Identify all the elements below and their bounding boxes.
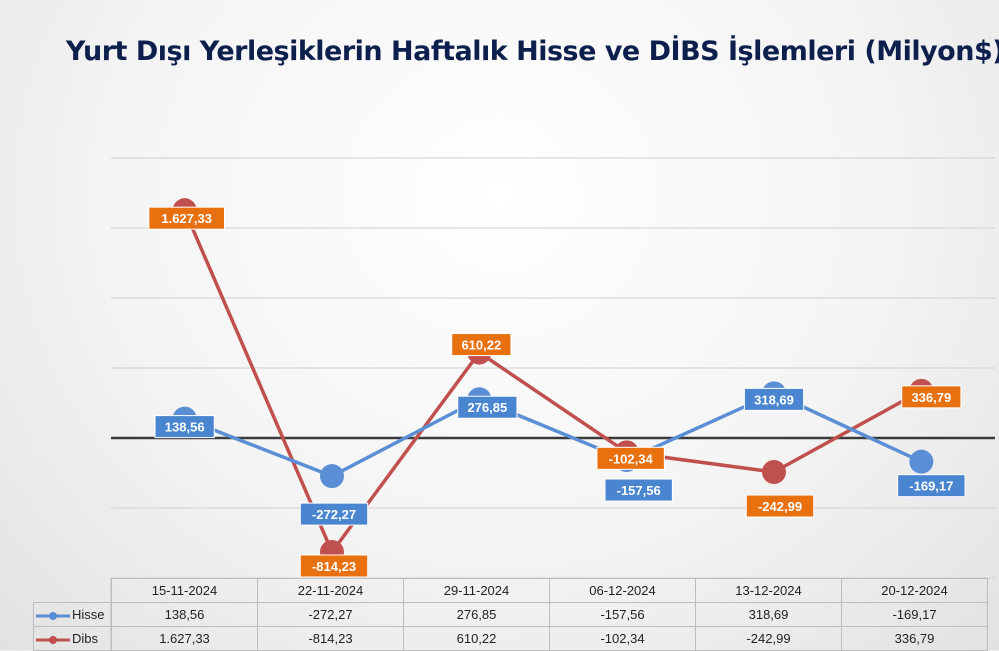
data-label-hisse: 276,85 [457, 395, 518, 419]
table-cell: -242,99 [695, 626, 842, 651]
table-cell: 276,85 [403, 602, 550, 627]
data-label-hisse: 318,69 [743, 387, 805, 411]
data-label-box [457, 395, 518, 419]
table-cell: -272,27 [257, 602, 404, 627]
data-label-hisse: 138,56 [154, 415, 215, 439]
legend-entry-hisse: Hisse [33, 602, 112, 627]
data-point-hisse [909, 449, 934, 474]
category-label: 13-12-2024 [695, 578, 842, 603]
table-cell: 1.627,33 [111, 626, 258, 651]
data-label-dibs: -102,34 [596, 446, 665, 470]
series-name: Dibs [72, 631, 99, 646]
data-label-box [451, 333, 512, 357]
table-cell: -157,56 [549, 602, 696, 627]
data-point-hisse [320, 464, 344, 489]
data-label-dibs: 1.627,33 [148, 206, 225, 230]
table-corner [33, 578, 112, 603]
table-row-hisse: Hisse 138,56 -272,27 276,85 -157,56 318,… [33, 602, 988, 627]
series-name: Hisse [72, 607, 105, 622]
data-label-text: 318,69 [754, 392, 794, 407]
data-label-dibs: -814,23 [299, 554, 369, 578]
table-cell: 336,79 [841, 626, 988, 651]
series-points [172, 198, 934, 564]
data-label-dibs: 336,79 [901, 385, 962, 409]
dibs-legend-marker [36, 635, 70, 644]
data-label-dibs: -242,99 [745, 494, 815, 518]
data-label-text: 336,79 [911, 390, 951, 405]
table-header-row: 15-11-2024 22-11-2024 29-11-2024 06-12-2… [33, 578, 988, 603]
chart-title: Yurt Dışı Yerleşiklerin Haftalık Hisse v… [65, 36, 999, 67]
data-label-text: 138,56 [165, 420, 205, 435]
data-label-box [901, 385, 962, 409]
data-label-box [299, 502, 369, 526]
data-labels: 138,56 -272,27 276,85 -157,56 318,69 -169,17 1… [148, 206, 966, 578]
data-label-text: -814,23 [312, 559, 356, 574]
data-label-text: 610,22 [461, 338, 501, 353]
data-label-box [148, 206, 225, 230]
category-label: 29-11-2024 [403, 578, 550, 603]
category-label: 20-12-2024 [841, 578, 988, 603]
data-label-box [596, 446, 665, 470]
data-label-text: -102,34 [609, 451, 654, 466]
data-table: 15-11-2024 22-11-2024 29-11-2024 06-12-2… [33, 578, 988, 651]
data-label-hisse: -272,27 [299, 502, 369, 526]
data-label-hisse: -169,17 [897, 474, 966, 498]
data-label-box [299, 554, 369, 578]
table-row-dibs: Dibs 1.627,33 -814,23 610,22 -102,34 -24… [33, 626, 988, 651]
table-cell: 318,69 [695, 602, 842, 627]
category-label: 06-12-2024 [549, 578, 696, 603]
data-label-box [154, 415, 215, 439]
data-label-text: 276,85 [467, 400, 507, 415]
data-label-box [743, 387, 805, 411]
table-cell: 138,56 [111, 602, 258, 627]
table-cell: 610,22 [403, 626, 550, 651]
table-cell: -814,23 [257, 626, 404, 651]
category-label: 15-11-2024 [111, 578, 258, 603]
data-label-text: -169,17 [909, 479, 953, 494]
data-label-box [897, 474, 966, 498]
data-label-hisse: -157,56 [604, 478, 673, 502]
data-label-text: -242,99 [758, 499, 802, 514]
legend-entry-dibs: Dibs [33, 626, 112, 651]
data-label-text: -272,27 [312, 507, 356, 522]
data-label-box [745, 494, 815, 518]
data-label-box [604, 478, 673, 502]
data-label-dibs: 610,22 [451, 333, 512, 357]
series-line-dibs [183, 209, 923, 554]
table-cell: -169,17 [841, 602, 988, 627]
data-label-text: -157,56 [617, 483, 661, 498]
category-label: 22-11-2024 [257, 578, 404, 603]
data-point-dibs [762, 460, 786, 485]
hisse-legend-marker [36, 611, 70, 620]
data-label-text: 1.627,33 [161, 211, 212, 226]
table-cell: -102,34 [549, 626, 696, 651]
